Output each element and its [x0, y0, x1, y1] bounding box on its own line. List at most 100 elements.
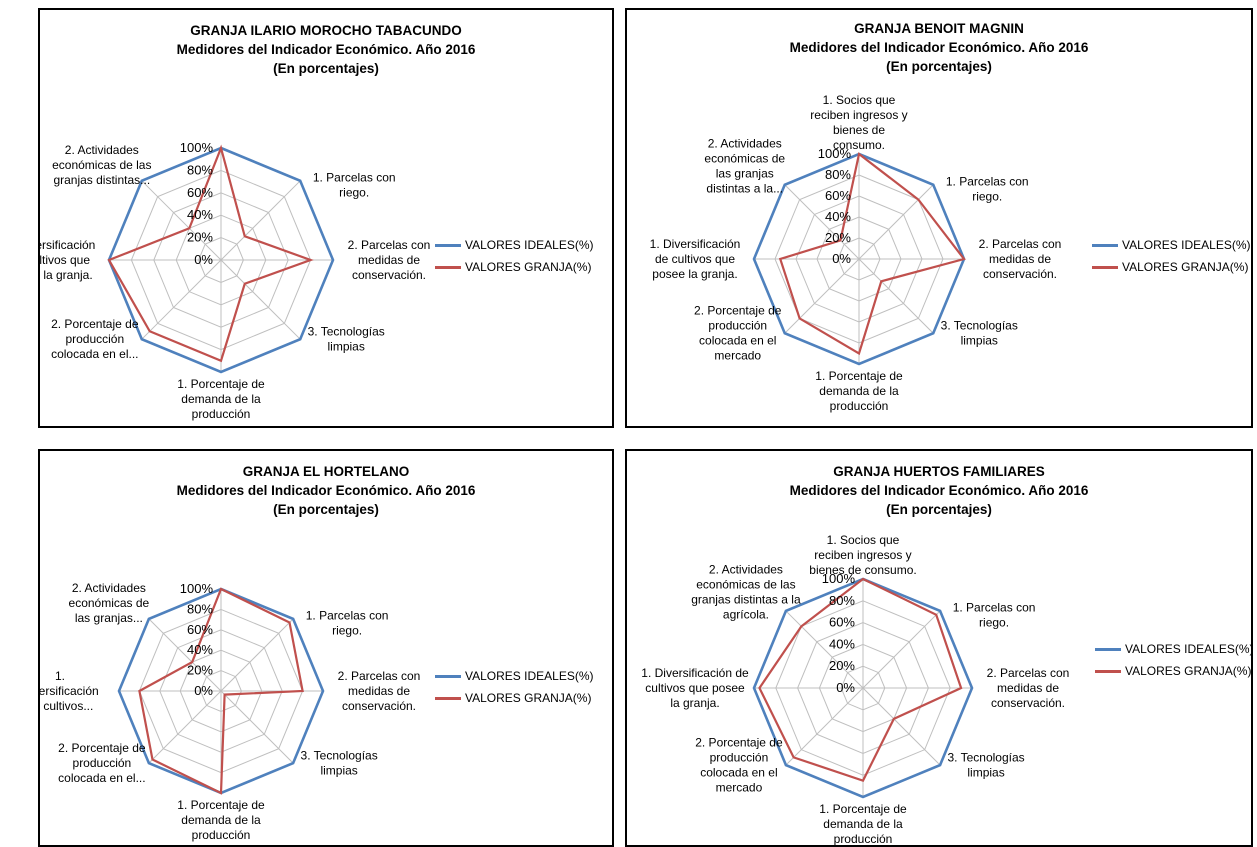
category-label-line: 3. Tecnologías [941, 319, 1018, 333]
grid-spoke [858, 258, 934, 334]
chart-subtitle: Medidores del Indicador Económico. Año 2… [789, 40, 1089, 55]
category-label-line: posee la granja. [652, 267, 737, 281]
category-label-line: Diversificación [40, 684, 99, 698]
category-label: 1. Parcelas con riego. [313, 170, 396, 199]
category-label-line: 1. Parcelas con [953, 600, 1036, 614]
category-label-line: conservación. [983, 267, 1057, 281]
category-label-line: demanda de la [823, 817, 903, 831]
tick-label: 20% [187, 230, 213, 245]
category-label: 2. Parcelas con medidas de conservación. [348, 238, 431, 282]
tick-label: 60% [825, 188, 851, 203]
category-label: 1. Parcelas con riego. [306, 608, 389, 637]
grid-spoke [862, 610, 941, 689]
legend-item-farm: VALORES GRANJA(%) [1092, 256, 1250, 278]
tick-label: 20% [187, 663, 213, 678]
category-label-line: 2. Actividades [65, 143, 139, 157]
category-label-line: demanda de la [181, 813, 261, 827]
category-label: 1. Diversificación de cultivos que posee l… [641, 666, 749, 710]
grid-spoke [141, 180, 222, 261]
chart-legend: VALORES IDEALES(%) VALORES GRANJA(%) [435, 665, 593, 709]
category-label-line: la granja. [670, 696, 719, 710]
chart-legend: VALORES IDEALES(%) VALORES GRANJA(%) [1095, 638, 1253, 682]
tick-label: 80% [825, 167, 851, 182]
category-label-line: 2. Parcelas con [987, 666, 1070, 680]
category-label-line: limpias [320, 764, 357, 778]
category-label-line: conservación. [352, 268, 426, 282]
category-label-line: 2. Porcentaje de [51, 317, 139, 331]
category-label-line: las granjas... [75, 611, 143, 625]
series-line-ideal [107, 146, 335, 374]
legend-swatch [1092, 265, 1118, 269]
tick-label: 100% [818, 146, 852, 161]
category-label-line: granjas distintas... [53, 173, 150, 187]
category-label-line: 2. Actividades [72, 581, 146, 595]
category-label-line: colocada en el... [51, 347, 138, 361]
chart-title: GRANJA ILARIO MOROCHO TABACUNDO [190, 23, 462, 38]
chart-unit-note: (En porcentajes) [886, 502, 992, 517]
grid-spoke [785, 687, 864, 766]
series-line-farm [138, 587, 304, 795]
tick-label: 0% [836, 680, 855, 695]
category-label-line: limpias [961, 334, 998, 348]
grid-spoke [858, 184, 934, 260]
legend-swatch [1092, 243, 1118, 247]
category-label-line: 2. Porcentaje de [694, 304, 782, 318]
grid-spoke [148, 690, 222, 764]
category-label-line: económicas de las [696, 577, 795, 591]
chart-title-block: GRANJA EL HORTELANO Medidores del Indicad… [40, 462, 612, 519]
legend-item-ideal: VALORES IDEALES(%) [435, 665, 593, 687]
category-label-line: las granjas [716, 166, 774, 180]
category-label-line: medidas de [989, 252, 1051, 266]
category-label: 2. Porcentaje de producción colocada en el… [694, 304, 782, 363]
radar-panel-benoit-magnin: GRANJA BENOIT MAGNIN Medidores del Indica… [625, 8, 1253, 428]
category-label-line: económicas de [704, 151, 785, 165]
chart-subtitle: Medidores del Indicador Económico. Año 2… [176, 42, 476, 57]
legend-swatch [1095, 647, 1121, 651]
tick-label: 60% [187, 185, 213, 200]
radar-panel-huertos-familiares: GRANJA HUERTOS FAMILIARES Medidores del I… [625, 449, 1253, 847]
category-label-line: 1. Socios que [823, 93, 896, 107]
grid-spoke [148, 618, 222, 692]
category-label: 2. Actividades económicas de las granjas d… [691, 562, 801, 621]
tick-label: 0% [832, 251, 851, 266]
category-label-line: agrícola. [723, 607, 769, 621]
category-label-line: 1. Parcelas con [946, 174, 1029, 188]
tick-label: 60% [187, 622, 213, 637]
category-label-line: colocada en el [700, 766, 777, 780]
tick-label: 100% [180, 140, 214, 155]
tick-label: 100% [180, 581, 214, 596]
legend-swatch [435, 265, 461, 269]
category-label-line: producción [192, 828, 251, 842]
category-label-line: distintas a la... [706, 181, 783, 195]
legend-label: VALORES IDEALES(%) [465, 669, 594, 683]
category-label-line: 1. Porcentaje de [815, 369, 903, 383]
category-label-line: bienes de consumo. [809, 563, 916, 577]
category-label-line: bienes de [833, 123, 885, 137]
series-line-farm [758, 577, 963, 782]
category-label: 2. Porcentaje de producción colocada en el… [51, 317, 139, 361]
category-label-line: demanda de la [181, 392, 261, 406]
category-label: 1. Parcelas con riego. [946, 174, 1029, 203]
tick-label: 20% [829, 658, 855, 673]
category-label-line: demanda de la [819, 384, 899, 398]
category-label-line: de cultivos que [655, 252, 735, 266]
category-label-line: colocada en el... [58, 771, 145, 785]
category-label-line: 3. Tecnologías [301, 749, 378, 763]
category-label-line: conservación. [342, 699, 416, 713]
chart-title: GRANJA HUERTOS FAMILIARES [833, 464, 1045, 479]
category-label: 2. Parcelas con medidas de conservación. [338, 669, 421, 713]
category-label-line: 1. Socios que [827, 533, 900, 547]
category-label-line: 2. Parcelas con [979, 237, 1062, 251]
chart-unit-note: (En porcentajes) [273, 61, 379, 76]
grid-spoke [220, 259, 301, 340]
tick-label: 0% [194, 252, 213, 267]
tick-label: 80% [829, 593, 855, 608]
category-label-line: riego. [979, 615, 1009, 629]
category-label-line: posee la granja. [40, 268, 93, 282]
category-label: 1. Porcentaje de demanda de la producción [815, 369, 903, 413]
grid-spoke [220, 180, 301, 261]
category-label: 2. Actividades económicas de las granjas..… [69, 581, 150, 625]
legend-item-ideal: VALORES IDEALES(%) [435, 234, 593, 256]
